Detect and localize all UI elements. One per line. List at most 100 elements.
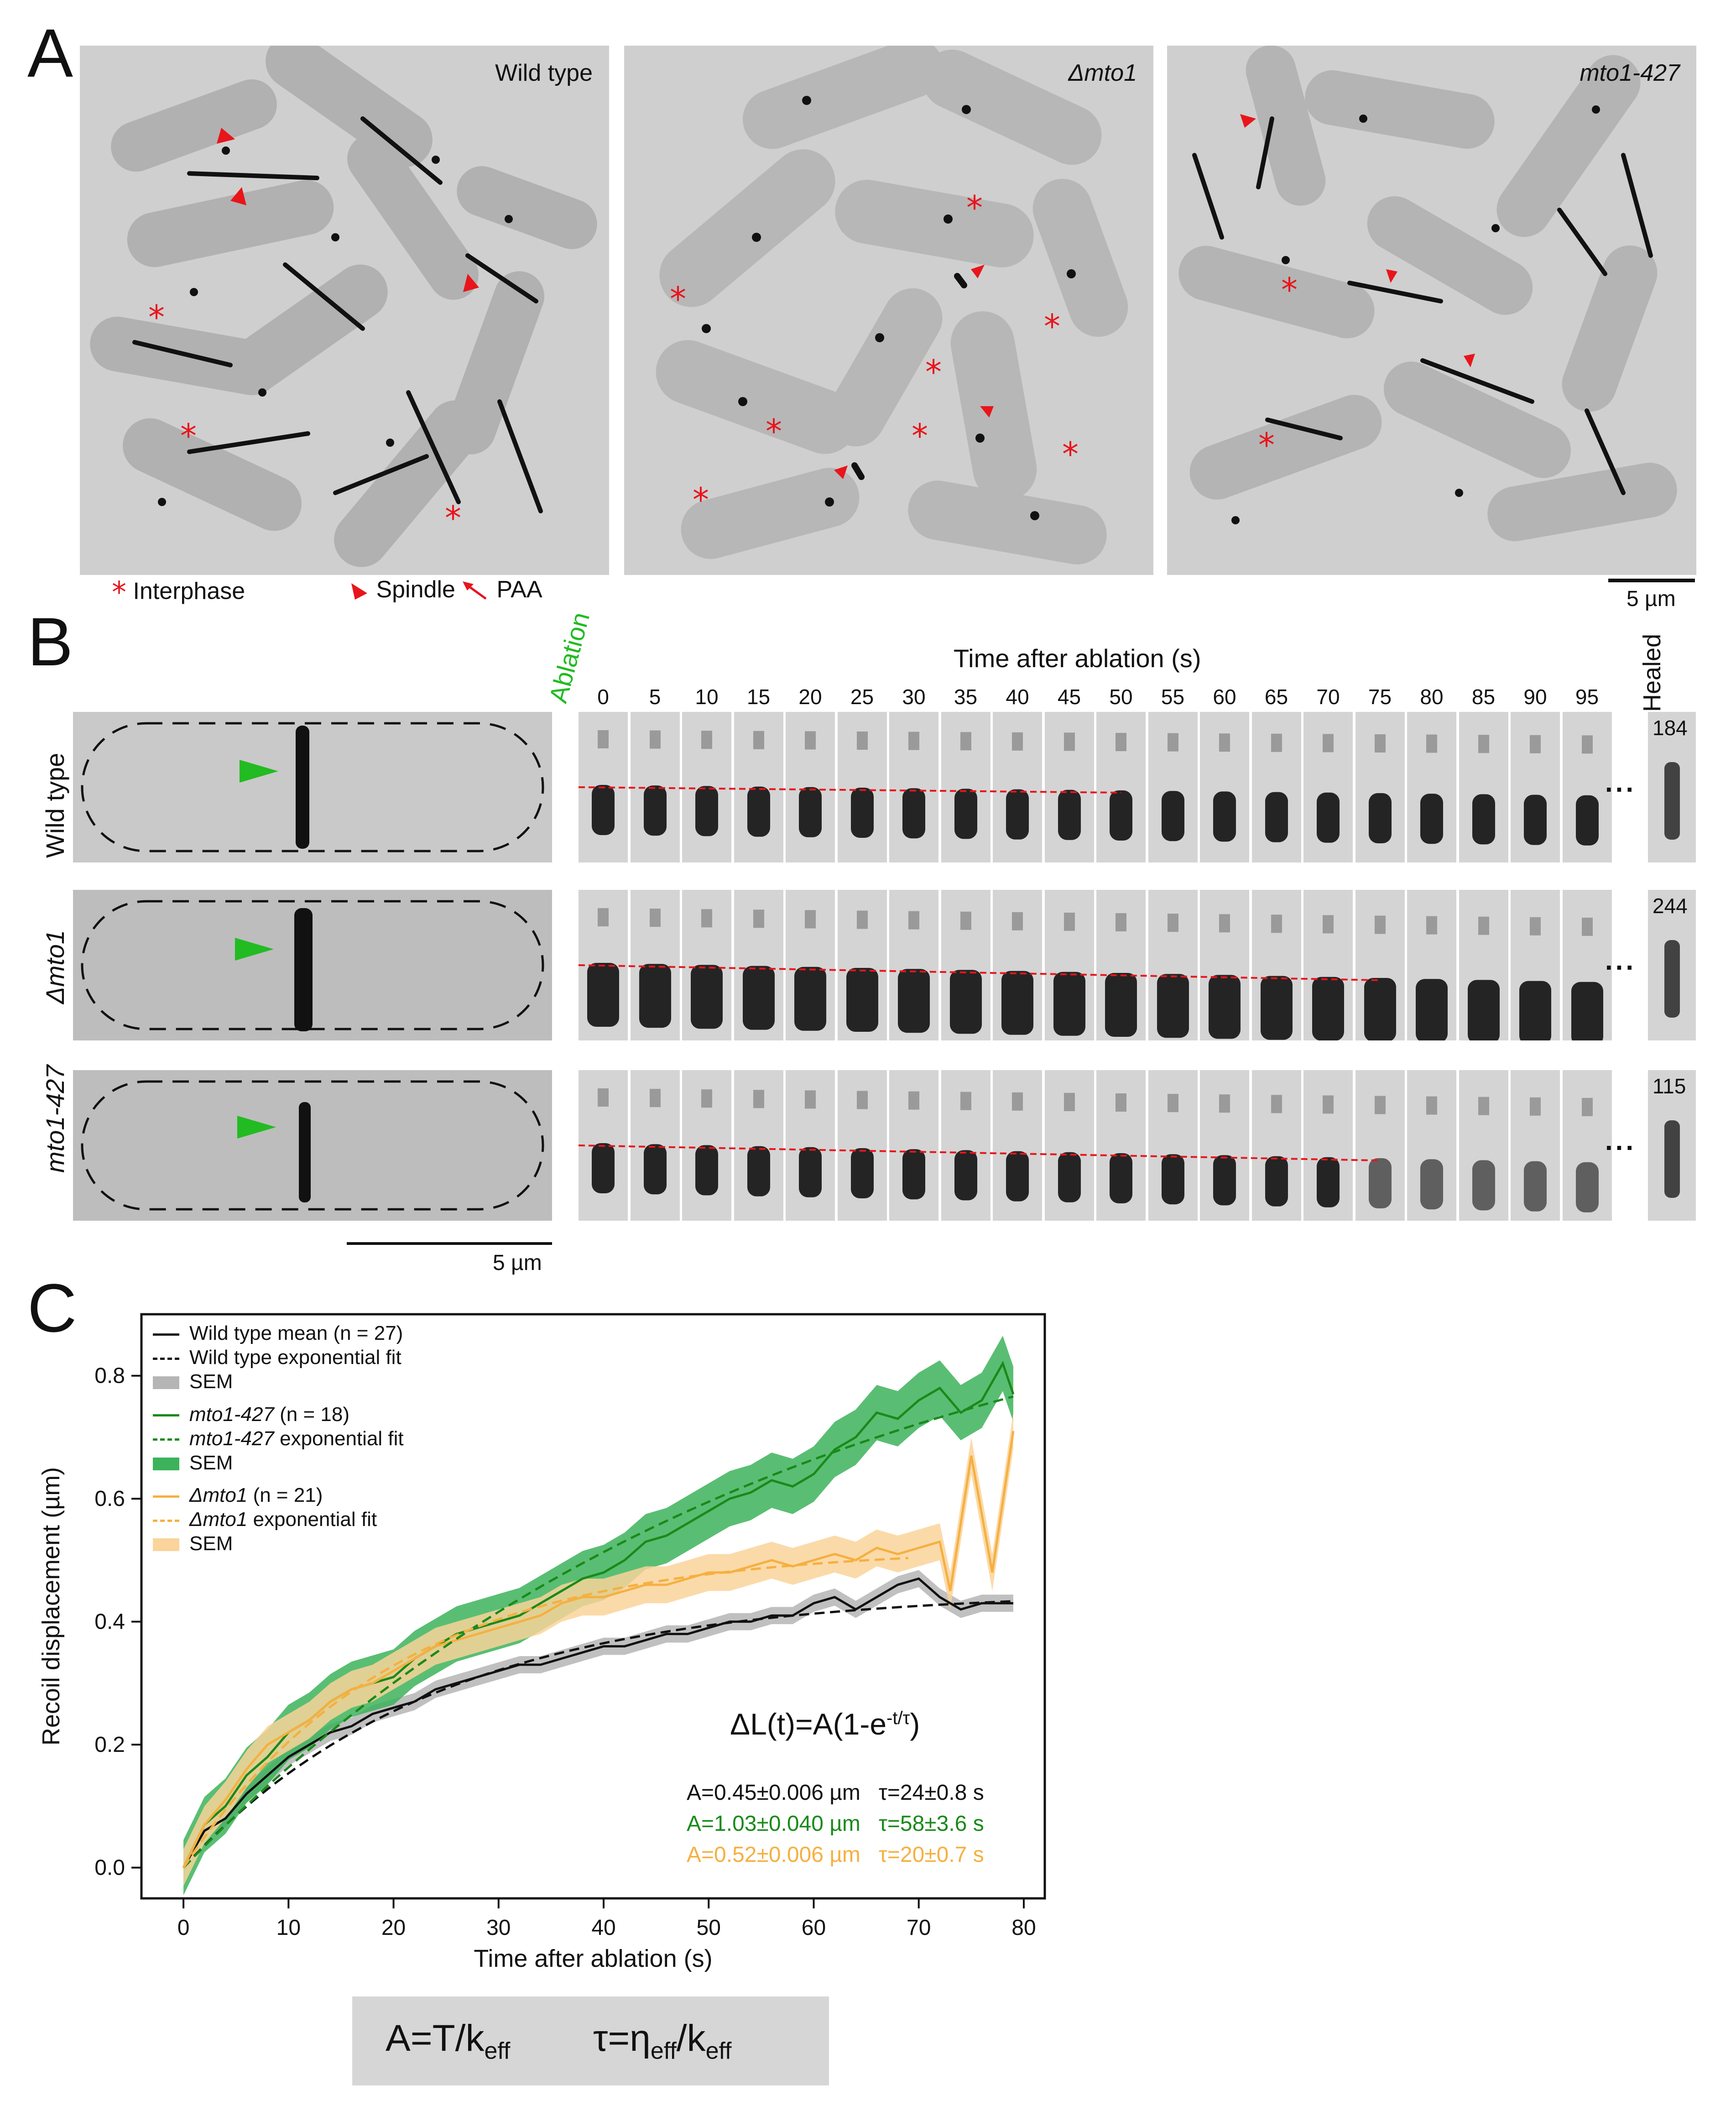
- healed-frame-delta-mto1: [1648, 890, 1696, 1040]
- delta-mto1-markers: * * * * * * * *: [670, 188, 1079, 519]
- x-tick-label-30: 30: [486, 1916, 511, 1940]
- kymograph-frame-wild-type-40: [993, 712, 1042, 862]
- legend-entry-3: mto1-427 (n = 18): [153, 1403, 349, 1426]
- kymograph-frame-mto1-427-80: [1407, 1070, 1456, 1221]
- kymograph-frame-mto1-427-50: [1096, 1070, 1146, 1221]
- recoil-trace-delta-mto1: [579, 964, 1380, 981]
- formula-end: ): [910, 1707, 920, 1741]
- kymograph-frame-mto1-427-5: [630, 1070, 680, 1221]
- time-label-70: 70: [1316, 685, 1340, 709]
- kymograph-frame-mto1-427-90: [1511, 1070, 1560, 1221]
- kymograph-frame-mto1-427-55: [1148, 1070, 1198, 1221]
- micrograph-delta-mto1: * * * * * * * * Δmto1: [624, 46, 1153, 575]
- legend-line: [153, 1414, 179, 1417]
- kymograph-frame-mto1-427-95: [1562, 1070, 1612, 1221]
- equation-tau: τ=ηeff/keff: [593, 2017, 732, 2064]
- legend-text: Δmto1: [189, 1484, 248, 1507]
- kymograph-frame-delta-mto1-10: [682, 890, 731, 1040]
- kymograph-frame-delta-mto1-50: [1096, 890, 1146, 1040]
- legend-entry-2: SEM: [153, 1370, 233, 1393]
- legend-swatch: [153, 1376, 179, 1390]
- x-tick-label-70: 70: [907, 1916, 931, 1940]
- cell-image-delta-mto1: [73, 890, 552, 1040]
- micrograph-label-delta-mto1: Δmto1: [1068, 60, 1137, 86]
- fit-params-delta-mto1: A=0.52±0.006 µm τ=20±0.7 s: [687, 1839, 984, 1871]
- x-tick-label-0: 0: [177, 1916, 190, 1940]
- y-tick-label-0: 0.0: [94, 1856, 125, 1880]
- legend-entry-5: SEM: [153, 1452, 233, 1474]
- formula-main: ΔL(t)=A(1-e: [730, 1707, 887, 1741]
- healed-frame-mto1-427: [1648, 1070, 1696, 1221]
- svg-text:*: *: [766, 412, 782, 450]
- kymograph-frame-mto1-427-85: [1459, 1070, 1508, 1221]
- fit-tau-delta-mto1: τ=20±0.7 s: [878, 1843, 984, 1867]
- kymograph-frame-delta-mto1-55: [1148, 890, 1198, 1040]
- svg-text:*: *: [180, 417, 197, 455]
- svg-text:*: *: [1258, 426, 1275, 464]
- time-label-0: 0: [597, 685, 609, 709]
- svg-text:*: *: [925, 353, 942, 391]
- equation-box: [352, 1996, 829, 2085]
- healed-time-mto1-427: 115: [1653, 1074, 1686, 1098]
- legend-interphase: * Interphase: [112, 576, 245, 610]
- kymograph-frame-mto1-427-40: [993, 1070, 1042, 1221]
- x-tick-label-10: 10: [276, 1916, 301, 1940]
- healed-time-wild-type: 184: [1653, 716, 1688, 740]
- micrograph-mto1-427: * * mto1-427: [1167, 46, 1696, 575]
- kymograph-frame-wild-type-75: [1355, 712, 1405, 862]
- time-label-55: 55: [1161, 685, 1185, 709]
- kymograph-frame-mto1-427-70: [1303, 1070, 1353, 1221]
- time-label-10: 10: [695, 685, 719, 709]
- legend-line: [153, 1519, 179, 1522]
- ellipsis-wild-type: ...: [1605, 767, 1637, 798]
- x-tick-label-20: 20: [381, 1916, 406, 1940]
- legend-line: [153, 1357, 179, 1360]
- fit-line-delta-mto1-exponential-fit: [182, 1557, 908, 1869]
- legend-suffix: (n = 18): [274, 1403, 349, 1426]
- legend-text: mto1-427: [189, 1427, 274, 1450]
- kymograph-frame-wild-type-65: [1251, 712, 1301, 862]
- time-label-35: 35: [954, 685, 978, 709]
- kymograph-frame-wild-type-10: [682, 712, 731, 862]
- fit-tau-wild-type: τ=24±0.8 s: [878, 1781, 984, 1805]
- kymograph-frame-wild-type-55: [1148, 712, 1198, 862]
- kymograph-frame-mto1-427-45: [1044, 1070, 1094, 1221]
- fit-a-wild-type: A=0.45±0.006 µm: [687, 1781, 860, 1805]
- kymograph-frame-delta-mto1-25: [837, 890, 887, 1040]
- equation-a: A=T/keff: [386, 2017, 511, 2064]
- svg-text:*: *: [966, 188, 983, 227]
- legend-suffix: exponential fit: [247, 1508, 377, 1531]
- svg-text:*: *: [148, 298, 165, 336]
- y-tick-label-0.6: 0.6: [94, 1487, 125, 1511]
- fit-params-wild-type: A=0.45±0.006 µm τ=24±0.8 s: [687, 1777, 984, 1808]
- arrowhead-icon: [351, 583, 367, 600]
- kymograph-frame-delta-mto1-15: [734, 890, 783, 1040]
- x-tick-label-50: 50: [697, 1916, 721, 1940]
- cell-image-mto1-427: [73, 1070, 552, 1221]
- kymograph-frame-mto1-427-10: [682, 1070, 731, 1221]
- legend-text: SEM: [189, 1451, 233, 1474]
- legend-entry-0: Wild type mean (n = 27): [153, 1322, 403, 1345]
- panel-a-letter: A: [27, 15, 73, 91]
- kymograph-frame-wild-type-15: [734, 712, 783, 862]
- time-label-90: 90: [1523, 685, 1547, 709]
- kymograph-frame-wild-type-20: [786, 712, 835, 862]
- kymograph-frame-mto1-427-15: [734, 1070, 783, 1221]
- scale-bar-b: [347, 1242, 552, 1245]
- kymograph-frame-mto1-427-20: [786, 1070, 835, 1221]
- legend-spindle-label: Spindle: [376, 576, 455, 603]
- kymograph-frame-mto1-427-75: [1355, 1070, 1405, 1221]
- kymograph-frame-delta-mto1-85: [1459, 890, 1508, 1040]
- recoil-trace-mto1-427: [579, 1144, 1380, 1161]
- time-header: Time after ablation (s): [954, 644, 1201, 673]
- fit-line-mto1-427-exponential-fit: [182, 1395, 1014, 1869]
- kymograph-frame-delta-mto1-40: [993, 890, 1042, 1040]
- micrograph-wild-type: * * * Wild type: [80, 46, 609, 575]
- kymograph-frame-delta-mto1-5: [630, 890, 680, 1040]
- fit-a-delta-mto1: A=0.52±0.006 µm: [687, 1843, 860, 1867]
- micrograph-label-mto1-427: mto1-427: [1580, 60, 1680, 86]
- y-axis-label: Recoil displacement (µm): [37, 1467, 65, 1745]
- legend-line: [153, 1333, 179, 1336]
- panel-b-letter: B: [27, 603, 73, 680]
